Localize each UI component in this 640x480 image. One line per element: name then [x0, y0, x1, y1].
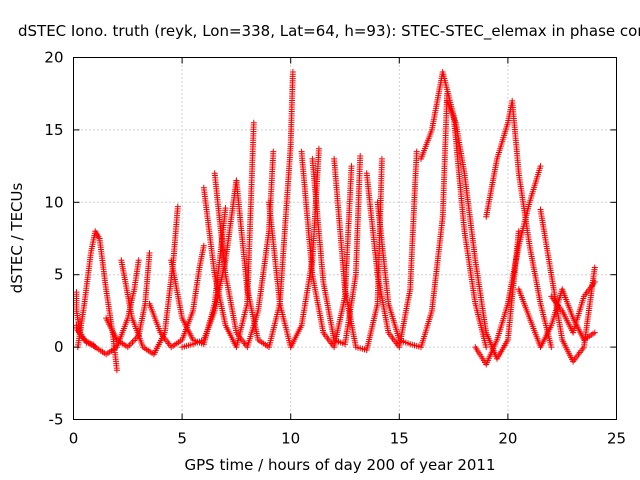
series-arc24 [548, 278, 598, 336]
y-tick-labels: -5 0 5 10 15 20 [44, 49, 63, 429]
data-marks [73, 69, 598, 374]
y-tick-label: -5 [49, 411, 64, 429]
y-tick-label: 10 [44, 193, 63, 211]
series-arc16 [363, 148, 420, 351]
arc-markers [211, 148, 277, 351]
arc-markers [266, 145, 322, 351]
arc-markers [374, 90, 451, 351]
series-arc10 [211, 148, 277, 351]
x-tick-label: 5 [177, 430, 187, 448]
series-arc17 [374, 90, 451, 351]
arc-markers [472, 163, 544, 368]
arc-markers [537, 206, 598, 365]
arc-markers [548, 278, 598, 336]
y-tick-label: 0 [54, 338, 64, 356]
arc-markers [309, 153, 364, 348]
x-tick-label: 10 [281, 430, 300, 448]
series-arc4 [103, 250, 153, 351]
x-tick-labels: 0 5 10 15 20 25 [69, 430, 626, 448]
x-tick-label: 20 [498, 430, 517, 448]
x-tick-label: 25 [607, 430, 626, 448]
y-axis-label: dSTEC / TECUs [8, 182, 26, 293]
arc-markers [233, 69, 296, 351]
y-tick-label: 5 [54, 266, 64, 284]
plot-frame [73, 57, 617, 420]
chart-title: dSTEC Iono. truth (reyk, Lon=338, Lat=64… [18, 22, 640, 41]
arc-markers [103, 250, 153, 351]
arc-markers [483, 97, 555, 351]
series-arc23 [537, 206, 598, 365]
series-arc12 [266, 145, 322, 351]
x-axis-label: GPS time / hours of day 200 of year 2011 [185, 456, 496, 474]
arc-markers [444, 97, 522, 362]
y-tick-label: 15 [44, 121, 63, 139]
y-tick-label: 20 [44, 49, 63, 67]
arc-markers [363, 148, 420, 351]
series-arc21 [472, 163, 544, 368]
series-arc8 [179, 177, 240, 351]
series-arc6 [146, 242, 207, 351]
arc-markers [146, 242, 207, 351]
arc-markers [179, 177, 240, 351]
x-tick-label: 0 [69, 430, 79, 448]
series-arc11 [233, 69, 296, 351]
series-arc5 [118, 203, 181, 358]
series-arc20 [483, 97, 555, 351]
x-tick-label: 15 [390, 430, 409, 448]
series-arc14 [309, 153, 364, 348]
series-arc19 [444, 97, 522, 362]
arc-markers [118, 203, 181, 358]
